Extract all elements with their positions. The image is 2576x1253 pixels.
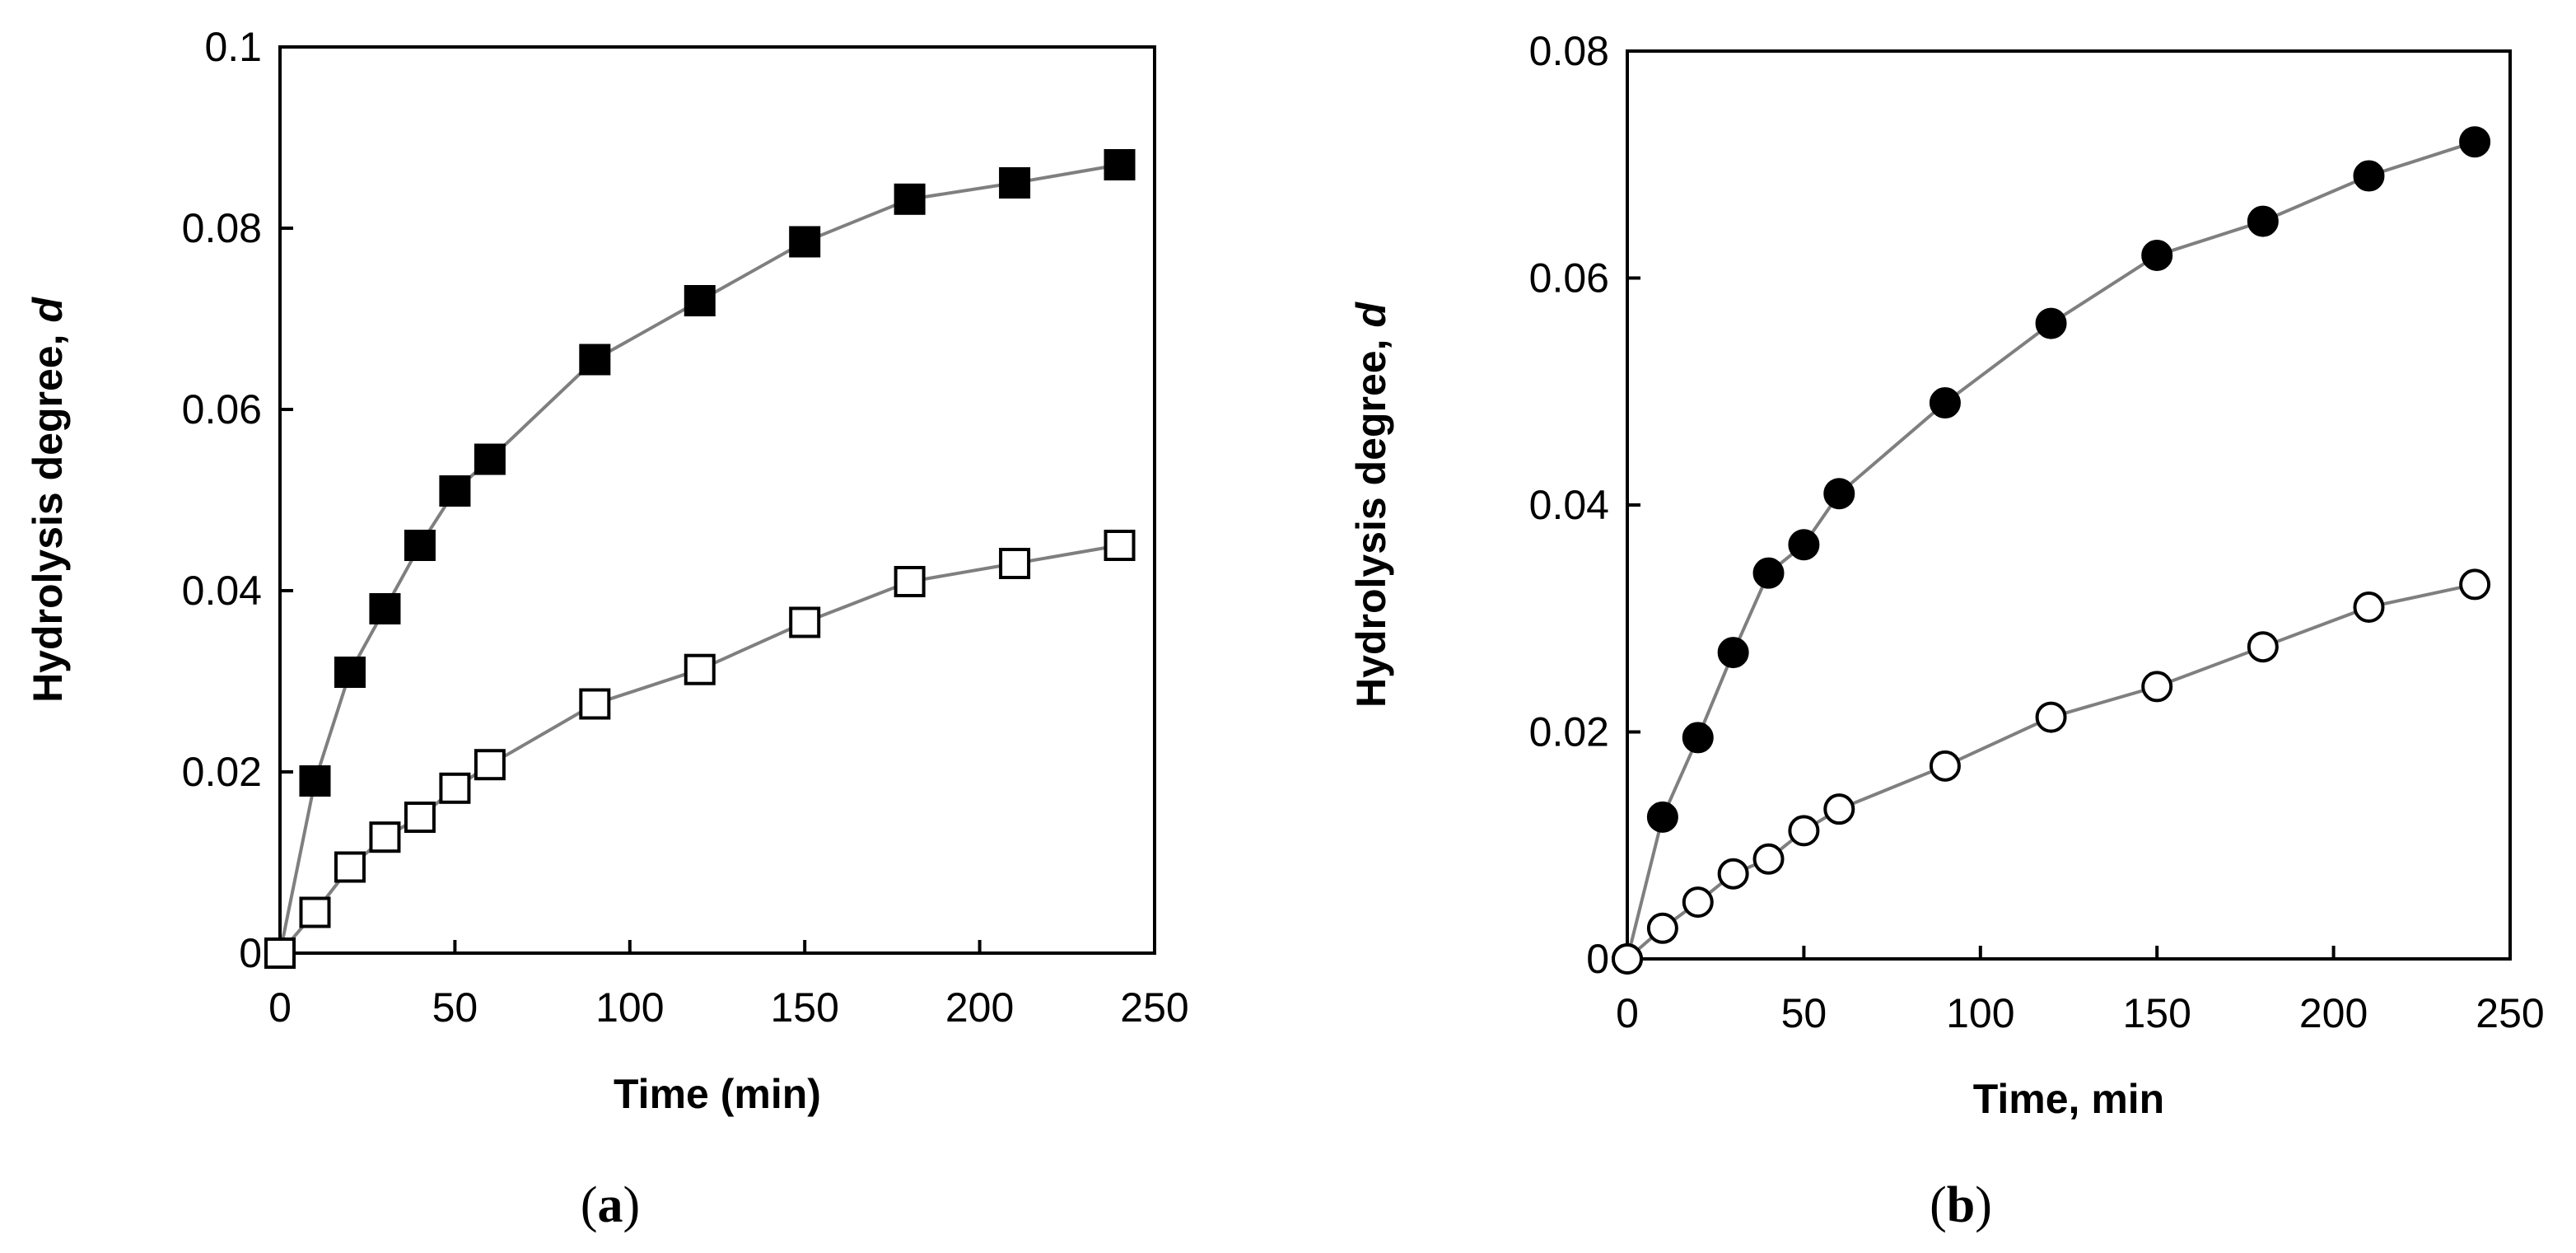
- panel-a-y-axis-title-text: Hydrolysis degree,: [25, 323, 71, 703]
- panel-a-series-1-point: [334, 657, 366, 688]
- panel-b-series-2-point: [2035, 701, 2067, 733]
- panel-a-series-2-point: [894, 566, 926, 597]
- panel-b-series-2-point: [1717, 858, 1749, 890]
- panel-b-series-2-point: [2459, 568, 2491, 601]
- panel-a-series-1-point: [789, 226, 821, 258]
- panel-a-caption-letter: a: [598, 1177, 623, 1233]
- panel-a-series-2-point: [579, 688, 611, 720]
- panel-a-series-2-point: [439, 772, 471, 804]
- panel-b-series-2-point: [1646, 912, 1678, 944]
- panel-b-series-1-point: [1788, 529, 1820, 561]
- panel-a-series-2-point: [999, 548, 1031, 579]
- panel-a-y-axis-title-variable: d: [25, 297, 71, 323]
- panel-a-series-2-point: [684, 653, 716, 685]
- panel-a-y-axis-title: Hydrolysis degree, d: [25, 297, 71, 703]
- panel-a-series-1-point: [369, 593, 401, 624]
- panel-a-y-tick-label: 0: [239, 930, 262, 976]
- panel-b-x-tick-label: 150: [2122, 990, 2191, 1036]
- panel-a-x-tick-label: 100: [595, 984, 664, 1031]
- panel-b-y-axis-title: Hydrolysis degree, d: [1348, 302, 1394, 708]
- panel-b-x-tick-label: 250: [2476, 990, 2544, 1036]
- panel-b-caption-close-paren: ): [1975, 1177, 1992, 1233]
- panel-a-plot-frame: [278, 45, 1156, 955]
- panel-a-caption-open-paren: (: [581, 1177, 598, 1233]
- panel-b-series-2-point: [1752, 843, 1785, 875]
- panel-b-caption-letter: b: [1947, 1177, 1975, 1233]
- panel-b-x-tick-label: 200: [2299, 990, 2368, 1036]
- panel-a-series-1-point: [894, 183, 926, 215]
- panel-b-y-axis-title-text: Hydrolysis degree,: [1348, 328, 1394, 708]
- panel-a-series-2-point: [334, 851, 366, 883]
- panel-a-series-1-point: [474, 443, 506, 475]
- panel-a-caption: (a): [581, 1177, 640, 1233]
- panel-b-series-2-point: [1823, 793, 1855, 825]
- panel-b-x-axis-title: Time, min: [1973, 1076, 2164, 1122]
- panel-b-series-2-line: [1626, 582, 2476, 961]
- panel-b-series-1-point: [1717, 637, 1749, 669]
- panel-b-series-1-line: [1626, 140, 2476, 960]
- panel-b-series-1-point: [2353, 160, 2385, 192]
- panel-b-y-tick-label: 0.06: [1529, 255, 1609, 302]
- chart-panel-a: 0 0.02 0.04 0.06 0.08 0.1 0 50 100 150 200 250 Time …: [25, 24, 1189, 1233]
- panel-b-series-1-point: [2247, 205, 2279, 237]
- panel-b-series-1-point: [2459, 126, 2491, 158]
- panel-a-series-1-point: [299, 765, 331, 797]
- panel-a-y-tick-label: 0.06: [182, 386, 262, 432]
- panel-a-series-1-point: [404, 530, 436, 561]
- panel-a-series-1-point: [579, 344, 611, 376]
- panel-b-series-1-point: [2035, 307, 2067, 339]
- panel-a-series-2-point: [264, 937, 296, 969]
- panel-b-y-tick-label: 0.08: [1529, 28, 1609, 74]
- panel-a-y-tick-label: 0.1: [204, 24, 262, 70]
- panel-a-series-2-point: [369, 821, 401, 853]
- panel-b-series-2-point: [1682, 886, 1714, 919]
- panel-a-series-2-point: [404, 802, 436, 833]
- panel-a-caption-close-paren: ): [623, 1177, 641, 1233]
- panel-b-y-axis-title-variable: d: [1348, 302, 1394, 328]
- panel-b-series-2-point: [1929, 750, 1961, 782]
- panel-a-y-tick-label: 0.04: [182, 568, 262, 614]
- panel-a-y-tick-label: 0.02: [182, 749, 262, 795]
- panel-b-x-tick-label: 0: [1616, 990, 1639, 1036]
- panel-b-series-2-point: [2141, 671, 2173, 703]
- panel-a-x-axis-title: Time (min): [614, 1071, 821, 1117]
- panel-a-x-tick-label: 50: [432, 984, 478, 1031]
- panel-a-series-2-point: [474, 749, 506, 781]
- panel-b-series-1-point: [1823, 478, 1855, 510]
- panel-b-y-tick-label: 0.04: [1529, 482, 1609, 528]
- panel-b-series-1-point: [1752, 557, 1785, 589]
- panel-b-series-2-point: [1612, 943, 1643, 975]
- panel-a-y-tick-label: 0.08: [182, 205, 262, 251]
- panel-b-x-tick-label: 50: [1781, 990, 1827, 1036]
- panel-a-series-2-point: [1104, 530, 1136, 561]
- panel-a-x-tick-label: 250: [1120, 984, 1188, 1031]
- panel-b-series-1-point: [1929, 387, 1961, 419]
- panel-a-x-tick-label: 200: [945, 984, 1014, 1031]
- panel-a-x-tick-label: 150: [770, 984, 838, 1031]
- panel-b-series-1-point: [1682, 722, 1714, 754]
- chart-panel-b: 0 0.02 0.04 0.06 0.08 0 50 100 150 200 250 Time, mi…: [1348, 28, 2545, 1233]
- panel-b-y-tick-label: 0: [1586, 936, 1609, 982]
- panel-a-series-2-line: [278, 544, 1120, 955]
- panel-b-caption-open-paren: (: [1930, 1177, 1947, 1233]
- panel-a-series-2-point: [299, 896, 331, 928]
- panel-b-y-tick-label: 0.02: [1529, 709, 1609, 755]
- panel-b-x-tick-label: 100: [1946, 990, 2014, 1036]
- panel-a-series-1-point: [439, 475, 471, 507]
- panel-a-x-tick-label: 0: [268, 984, 292, 1031]
- panel-a-series-1-point: [999, 167, 1031, 199]
- panel-b-series-1-point: [1646, 801, 1678, 833]
- panel-b-series-2-point: [1788, 815, 1820, 847]
- panel-a-series-1-point: [684, 285, 716, 316]
- panel-b-caption: (b): [1930, 1177, 1992, 1233]
- panel-a-series-2-point: [789, 606, 821, 638]
- panel-b-series-2-point: [2247, 631, 2279, 663]
- panel-b-series-2-point: [2353, 591, 2385, 623]
- panel-a-series-1-point: [1104, 149, 1136, 180]
- panel-b-series-1-point: [2141, 239, 2173, 271]
